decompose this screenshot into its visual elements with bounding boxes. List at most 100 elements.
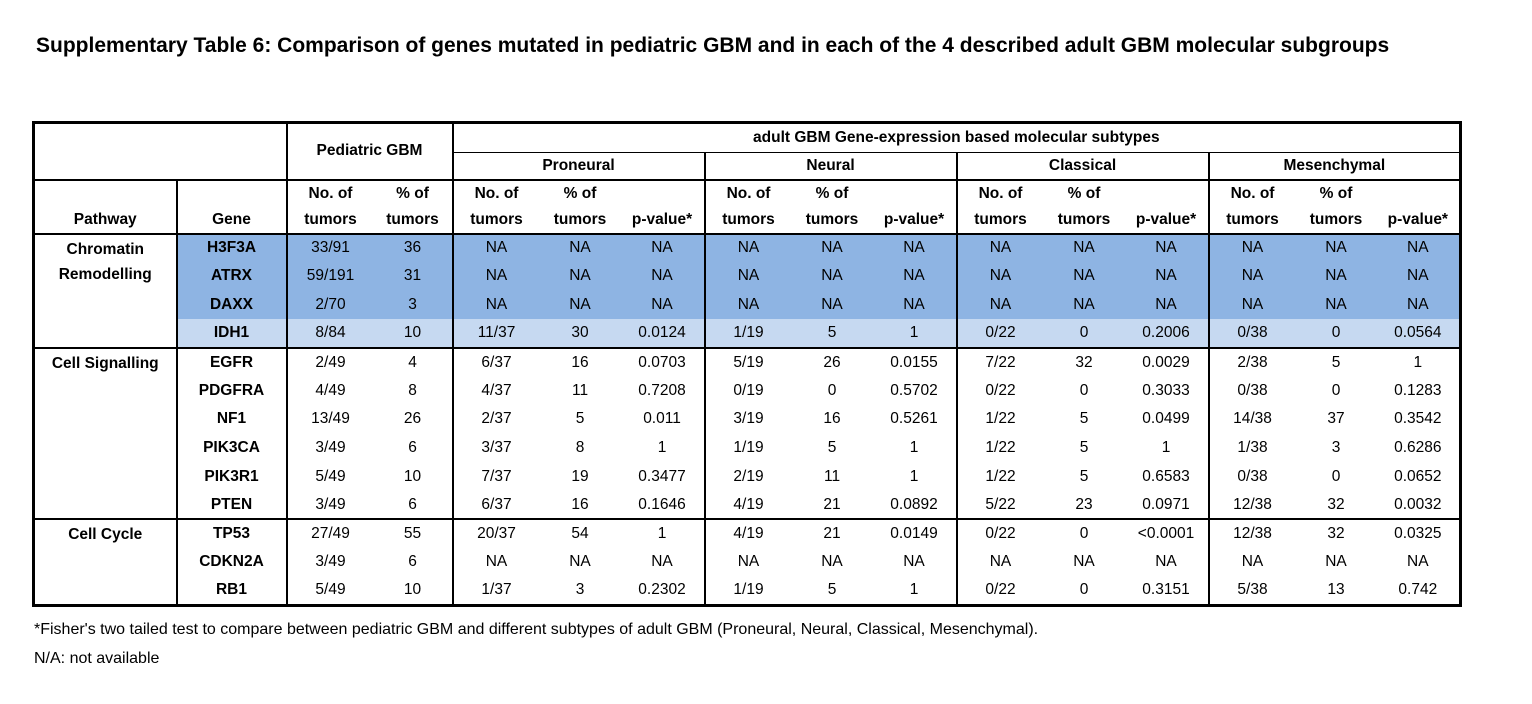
- col-header-neural-count: tumors: [703, 207, 792, 234]
- col-header-proneural-count: tumors: [451, 207, 540, 234]
- value-cell: 7/37: [451, 462, 540, 491]
- table-row: RB1 5/49 10 1/37 3 0.2302 1/19 5 1 0/22 0 0.3151 5/3…: [33, 576, 1461, 606]
- value-cell: 0.3151: [1142, 581, 1190, 599]
- value-cell: 12/38: [1207, 490, 1296, 520]
- value-cell: 0/38: [1207, 462, 1296, 491]
- value-cell: 32: [1327, 495, 1345, 513]
- value-cell: 0.3477: [638, 467, 686, 485]
- col-header-classical-count: tumors: [955, 207, 1044, 234]
- col-header-classical-pct-top: % of: [1067, 185, 1101, 202]
- value-cell: 0: [1079, 525, 1089, 543]
- value-cell: NA: [1207, 233, 1296, 263]
- value-cell: 21: [823, 495, 841, 513]
- value-cell: 2/70: [285, 290, 374, 320]
- value-cell: 54: [571, 525, 589, 543]
- value-cell: 0/22: [955, 319, 1044, 348]
- value-cell: 2/37: [451, 405, 540, 434]
- value-cell: 3/49: [285, 548, 374, 577]
- value-cell: 21: [823, 525, 841, 543]
- pathway-label: Chromatin: [66, 240, 145, 258]
- value-cell: 0/38: [1207, 319, 1296, 348]
- value-cell: 1/37: [451, 576, 540, 606]
- value-cell: 10: [403, 467, 422, 485]
- value-cell: 5: [1079, 410, 1089, 428]
- pathway-label: Remodelling: [58, 265, 152, 283]
- col-header-proneural-count-top: No. of: [451, 179, 540, 208]
- value-cell: NA: [451, 290, 540, 320]
- value-cell: 0: [1079, 381, 1089, 399]
- col-header-pediatric-count-top: No. of: [285, 179, 374, 208]
- table-row: Chromatin Remodelling H3F3A 33/91 36 NA NA NA NA…: [34, 233, 1461, 283]
- value-cell: NA: [1155, 553, 1177, 571]
- value-cell: NA: [1295, 233, 1377, 263]
- value-cell: 3/49: [285, 433, 374, 463]
- value-cell: NA: [703, 262, 792, 291]
- col-header-gene: Gene: [175, 207, 287, 234]
- value-cell: 19: [571, 467, 589, 485]
- footnote-na: N/A: not available: [34, 650, 160, 667]
- value-cell: 16: [571, 353, 589, 371]
- gene-cell: DAXX: [175, 290, 287, 320]
- gene-cell: ATRX: [175, 262, 287, 291]
- value-cell: 0.0652: [1394, 467, 1442, 485]
- value-cell: 6: [408, 553, 417, 571]
- value-cell: 0: [1079, 581, 1089, 599]
- value-cell: 3: [1331, 438, 1341, 456]
- value-cell: 0: [827, 381, 837, 399]
- value-cell: 20/37: [451, 519, 540, 549]
- value-cell: 0: [1043, 319, 1125, 348]
- value-cell: NA: [791, 262, 873, 291]
- value-cell: 0: [1331, 467, 1341, 485]
- value-cell: 0.0971: [1142, 495, 1190, 513]
- value-cell: 6: [408, 438, 417, 456]
- header-pediatric-gbm: Pediatric GBM: [285, 122, 453, 180]
- col-header-neural-pvalue: p-value*: [883, 211, 945, 228]
- col-header-mesenchymal-count: tumors: [1207, 207, 1296, 234]
- value-cell: NA: [1376, 290, 1461, 320]
- col-header-mesenchymal-pvalue: p-value*: [1387, 211, 1448, 228]
- value-cell: 4: [408, 353, 417, 371]
- value-cell: 2/49: [285, 347, 374, 377]
- header-adult-gbm: adult GBM Gene-expression based molecula…: [451, 122, 1461, 153]
- value-cell: NA: [1376, 233, 1461, 263]
- value-cell: 0.0155: [890, 353, 938, 371]
- table-row: NF1 13/49 26 2/37 5 0.011 3/19 16 0.5261 1/22 5 0.0…: [34, 405, 1461, 434]
- value-cell: 59/191: [285, 262, 374, 291]
- value-cell: 8: [408, 381, 417, 399]
- value-cell: NA: [451, 262, 540, 291]
- table-row: PIK3CA 3/49 6 3/37 8 1 1/19 5 1 1/22 5 1 1/38 3 0.6286: [34, 433, 1461, 463]
- header-blank: [34, 123, 287, 153]
- value-cell: 5/38: [1207, 576, 1296, 606]
- value-cell: NA: [791, 290, 873, 320]
- value-cell: 30: [539, 319, 621, 348]
- value-cell: 16: [823, 410, 841, 428]
- value-cell: 6: [408, 495, 417, 513]
- pathway-cell: Chromatin Remodelling: [34, 234, 177, 348]
- value-cell: 1: [909, 467, 919, 485]
- gene-cell: RB1: [175, 576, 287, 606]
- pathway-label: Cell Cycle: [68, 526, 143, 544]
- value-cell: 3/37: [451, 433, 540, 463]
- value-cell: 0.0892: [890, 495, 938, 513]
- value-cell: 6/37: [451, 490, 540, 520]
- value-cell: NA: [872, 290, 957, 320]
- value-cell: 3: [575, 581, 585, 599]
- value-cell: 0.0325: [1394, 525, 1442, 543]
- value-cell: NA: [539, 233, 621, 263]
- value-cell: 0.3033: [1142, 381, 1190, 399]
- gene-cell: TP53: [175, 519, 287, 549]
- value-cell: NA: [703, 233, 792, 263]
- value-cell: 1/22: [955, 405, 1044, 434]
- value-cell: 5/49: [285, 462, 374, 491]
- value-cell: 1: [909, 581, 919, 599]
- col-header-neural-pvalue-top: [873, 180, 957, 208]
- table-row: Cell Signalling EGFR 2/49 4 6/37 16 0.0703 5/19…: [34, 347, 1461, 377]
- value-cell: 4/19: [703, 519, 792, 549]
- value-cell: 11: [571, 381, 589, 399]
- value-cell: NA: [620, 262, 705, 291]
- value-cell: 5: [791, 319, 873, 348]
- header-blank-2: [34, 153, 287, 180]
- value-cell: NA: [703, 548, 792, 577]
- value-cell: 55: [403, 525, 422, 543]
- value-cell: NA: [1124, 233, 1209, 263]
